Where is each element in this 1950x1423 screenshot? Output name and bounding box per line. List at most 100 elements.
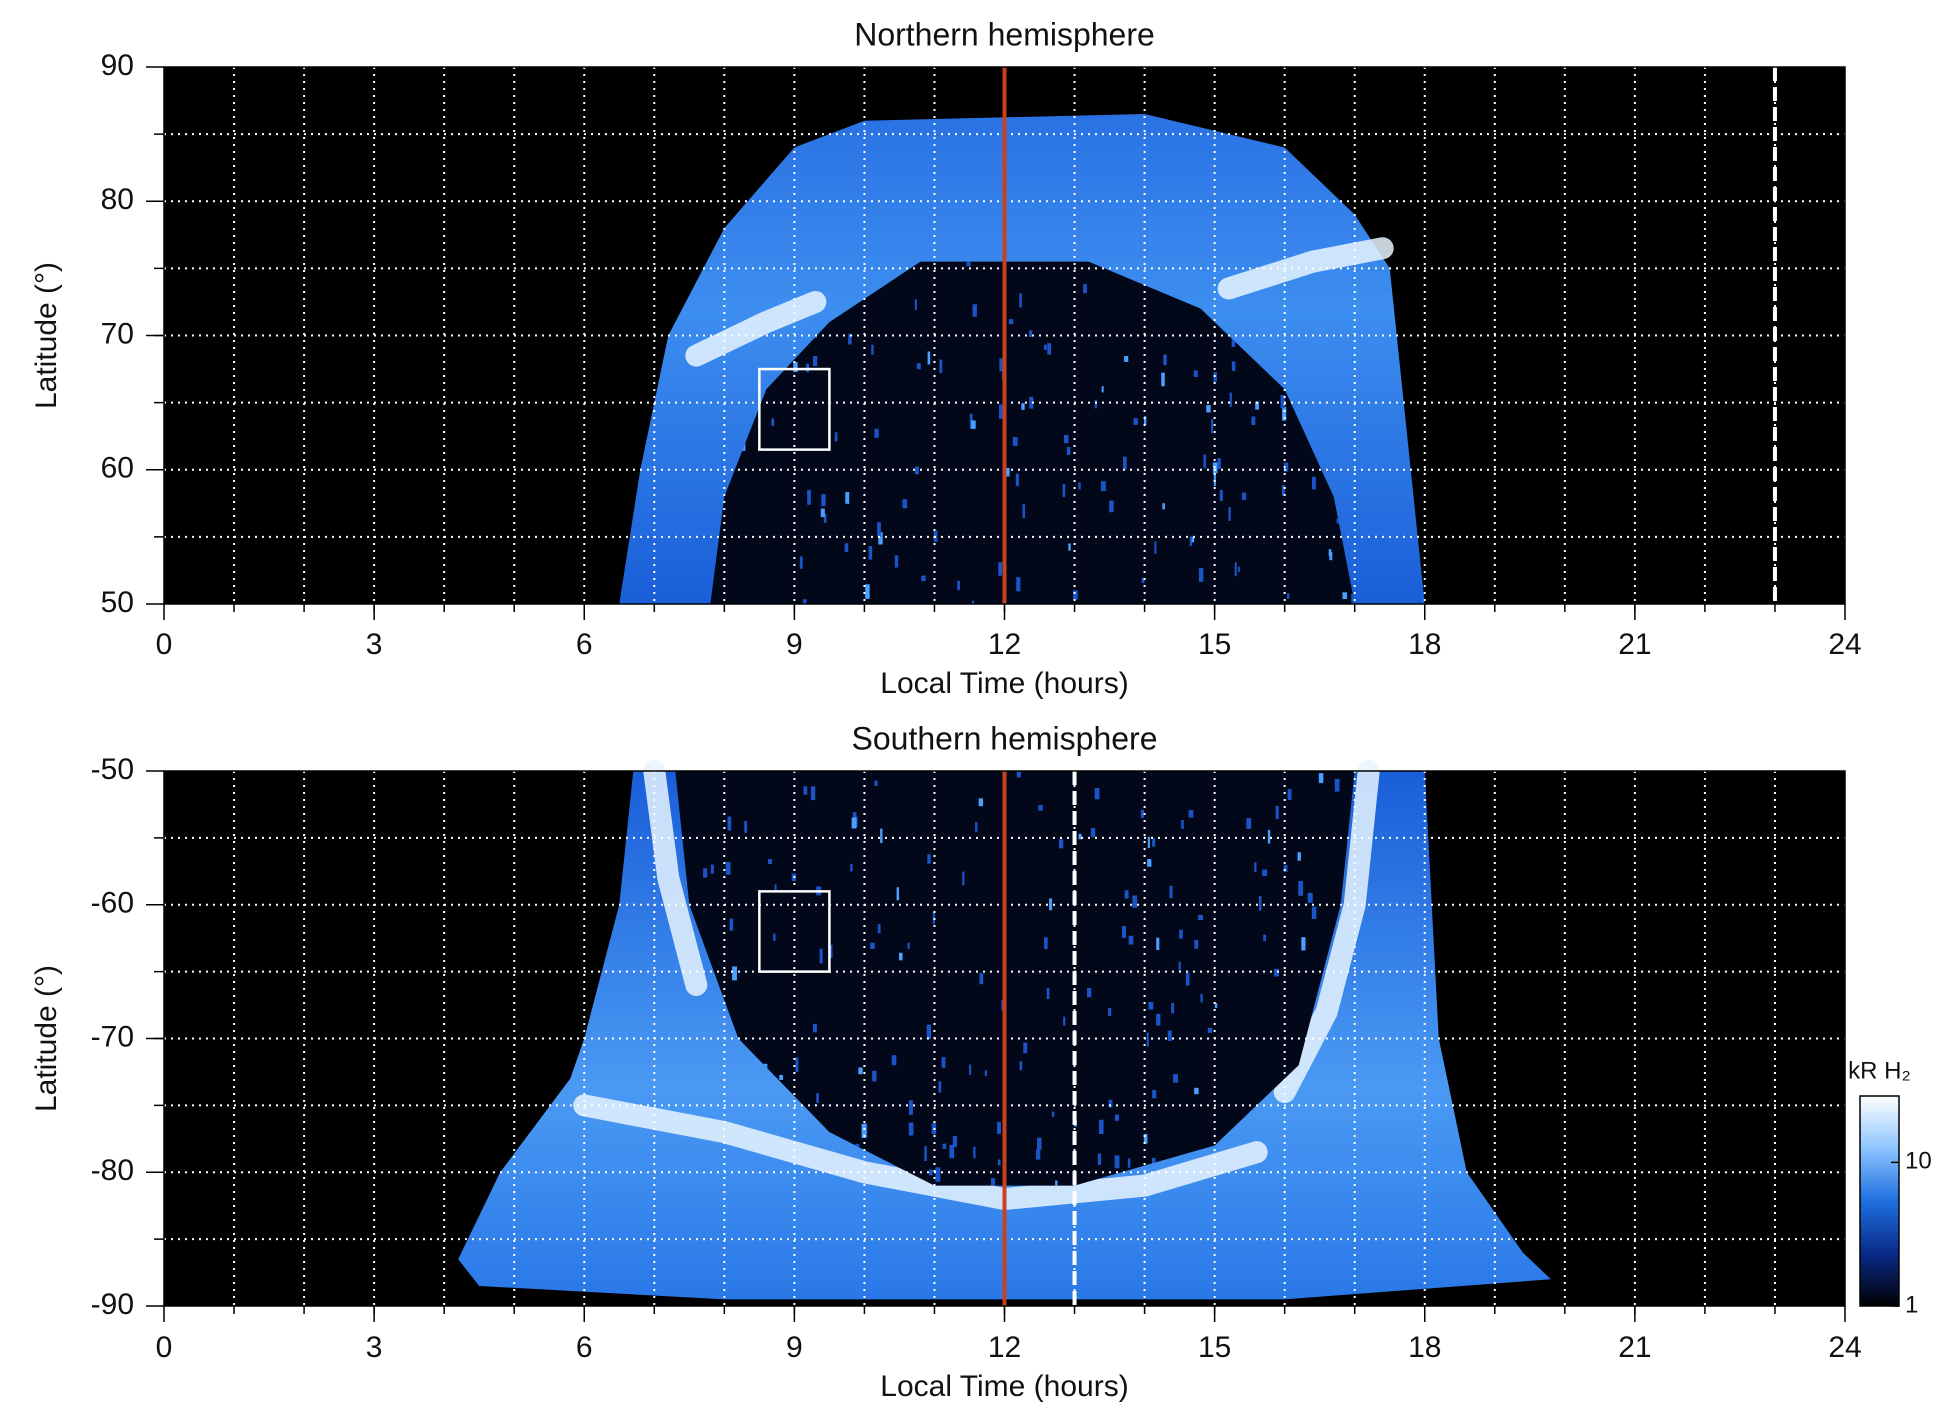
speckle [1055, 1180, 1058, 1186]
speckle [1097, 1153, 1102, 1166]
speckle [703, 868, 708, 878]
speckle [1022, 504, 1026, 519]
speckle [927, 854, 931, 864]
speckle [858, 1067, 863, 1075]
speckle [880, 828, 883, 844]
speckle [773, 933, 776, 941]
speckle [802, 599, 807, 604]
speckle [1206, 405, 1211, 413]
colorbar [1859, 1095, 1900, 1307]
x-tick-label: 21 [1618, 628, 1651, 661]
speckle [938, 1081, 942, 1093]
speckle [1029, 330, 1033, 337]
speckle [924, 1146, 927, 1162]
speckle [1008, 319, 1014, 325]
x-tick-label: 24 [1828, 1331, 1861, 1364]
chart-title: Southern hemisphere [852, 720, 1158, 756]
speckle [872, 1070, 877, 1082]
y-tick-label: 50 [101, 586, 134, 619]
speckle [942, 1143, 947, 1149]
speckle [1219, 489, 1223, 501]
speckle [1101, 386, 1104, 393]
colorbar-tick-label: 10 [1905, 1148, 1932, 1175]
speckle [1058, 839, 1064, 849]
speckle [725, 861, 731, 875]
y-tick-label: 80 [101, 183, 134, 216]
x-tick-label: 12 [988, 628, 1021, 661]
speckle [799, 556, 803, 569]
speckle [1191, 536, 1195, 543]
speckle [1194, 940, 1199, 949]
speckle [1179, 929, 1183, 939]
speckle [1124, 890, 1129, 899]
speckle [1185, 972, 1190, 986]
x-tick-label: 21 [1618, 1331, 1651, 1364]
speckle [979, 973, 984, 985]
speckle [1035, 1149, 1041, 1160]
speckle [997, 1121, 1001, 1134]
speckle [816, 1093, 819, 1103]
speckle [1231, 361, 1236, 371]
speckle [908, 1122, 914, 1136]
speckle [1342, 592, 1348, 600]
speckle [1123, 456, 1127, 470]
speckle [710, 864, 714, 874]
speckle [1133, 418, 1138, 425]
colorbar-label: kR H₂ [1848, 1057, 1911, 1084]
speckle [1019, 293, 1022, 308]
speckle [1254, 862, 1257, 873]
speckle [1038, 805, 1043, 811]
speckle [1015, 473, 1019, 487]
speckle [1114, 1114, 1120, 1121]
speckle [821, 494, 826, 507]
speckle [861, 1123, 867, 1138]
speckle [1213, 372, 1217, 382]
speckle [1162, 503, 1165, 510]
speckle [1229, 392, 1232, 407]
speckle [1334, 778, 1340, 792]
speckle [927, 351, 931, 365]
speckle [975, 822, 978, 833]
speckle [1147, 836, 1150, 849]
speckle [908, 1100, 913, 1115]
y-tick-label: -70 [91, 1020, 134, 1053]
speckle [1143, 416, 1147, 426]
speckle [939, 359, 943, 373]
speckle [1051, 1111, 1055, 1117]
speckle [851, 817, 857, 829]
speckle [1281, 485, 1285, 496]
speckle [1282, 406, 1287, 421]
x-tick-label: 18 [1408, 628, 1441, 661]
speckle [1178, 961, 1181, 971]
speckle [1132, 895, 1138, 908]
x-tick-label: 3 [366, 628, 383, 661]
speckle [1228, 507, 1231, 521]
speckle [1318, 773, 1324, 784]
speckle [1237, 566, 1240, 572]
speckle [1298, 880, 1304, 896]
speckle [819, 948, 823, 964]
x-axis-title: Local Time (hours) [880, 1370, 1128, 1403]
speckle [1012, 436, 1018, 446]
speckle [984, 1070, 987, 1077]
speckle [795, 1057, 799, 1073]
speckle [810, 786, 816, 801]
speckle [610, 1306, 615, 1320]
speckle [949, 1144, 955, 1159]
speckle [957, 580, 960, 591]
speckle [1301, 937, 1306, 951]
speckle [997, 1159, 1001, 1166]
auroral-bright [643, 760, 708, 996]
colorbar-tick-label: 1 [1905, 1291, 1918, 1318]
speckle [1246, 818, 1252, 829]
y-tick-label: -90 [91, 1288, 134, 1321]
speckle [820, 508, 825, 518]
speckle [1090, 828, 1096, 838]
x-tick-label: 6 [576, 1331, 593, 1364]
speckle [1108, 1008, 1112, 1017]
speckle [1193, 370, 1198, 377]
speckle [1046, 988, 1050, 1000]
speckle [1255, 401, 1259, 410]
x-tick-label: 12 [988, 1331, 1021, 1364]
